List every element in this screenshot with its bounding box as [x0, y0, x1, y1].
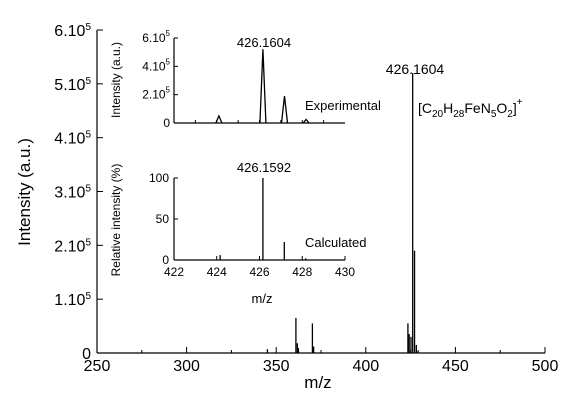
- formula-part: H: [443, 100, 453, 116]
- main-y-tick-label: 4.105: [54, 130, 91, 148]
- main-y-tick-label: 1.105: [54, 291, 91, 309]
- main-y-tick-label-exp: 5: [85, 291, 91, 302]
- main-y-tick-label-base: 0: [82, 346, 91, 363]
- formula-charge: +: [517, 97, 523, 108]
- inset1-y-tick-label-base: 4.10: [142, 59, 166, 73]
- formula-sub: 28: [453, 109, 465, 120]
- inset2-series-label: Calculated: [305, 235, 366, 250]
- main-y-tick-label: 6.105: [54, 22, 91, 40]
- main-y-tick-label-base: 6.10: [54, 23, 85, 40]
- inset1-y-tick-label-exp: 5: [166, 29, 171, 38]
- main-y-tick-label-exp: 5: [85, 130, 91, 141]
- inset2-x-tick-label: 424: [207, 265, 227, 279]
- formula-part: ]: [513, 100, 517, 116]
- main-y-tick-label: 0: [82, 346, 91, 363]
- inset1-y-tick-label: 0: [163, 116, 170, 130]
- inset1-peaks: [215, 49, 310, 124]
- inset1-peak-label: 426.1604: [237, 35, 291, 50]
- main-x-tick-label: 250: [84, 358, 111, 375]
- inset2-x-label: m/z: [252, 291, 273, 306]
- formula-part: [C: [418, 100, 432, 116]
- inset1-y-tick-label-base: 0: [163, 116, 170, 130]
- inset1-y-tick-label-base: 2.10: [142, 88, 166, 102]
- main-x-tick-label: 450: [442, 358, 469, 375]
- inset1-peak: [215, 114, 223, 124]
- main-x-tick-label: 500: [532, 358, 559, 375]
- main-y-tick-label-exp: 5: [85, 184, 91, 195]
- main-x-tick-label: 400: [352, 358, 379, 375]
- main-y-tick-label-base: 2.10: [54, 238, 85, 255]
- inset1-y-tick-label-exp: 5: [166, 57, 171, 66]
- main-y-tick-label-base: 1.10: [54, 292, 85, 309]
- inset1-y-tick-label-exp: 5: [166, 86, 171, 95]
- inset2-x-tick-label: 426: [249, 265, 269, 279]
- main-y-tick-label-exp: 5: [85, 76, 91, 87]
- formula-part: FeN: [464, 100, 490, 116]
- inset2-peak-label: 426.1592: [237, 160, 291, 175]
- inset1-series-label: Experimental: [305, 98, 381, 113]
- inset1-peak: [280, 96, 289, 124]
- inset1-y-tick-label: 6.105: [142, 29, 170, 45]
- inset2-y-tick-label: 50: [156, 212, 170, 226]
- main-y-tick-label-exp: 5: [85, 237, 91, 248]
- formula-label: [C20H28FeN5O2]+: [418, 97, 523, 120]
- formula-sub: 20: [432, 109, 444, 120]
- main-y-tick-label-base: 5.10: [54, 77, 85, 94]
- main-x-label: m/z: [304, 373, 331, 392]
- main-y-tick-label-base: 4.10: [54, 131, 85, 148]
- inset-calculated: 0 50 100 422 424 426 428 430 Relative intensit…: [109, 160, 366, 306]
- main-y-tick-label: 5.105: [54, 76, 91, 94]
- inset2-x-ticks: 422 424 426 428 430: [164, 256, 355, 279]
- main-peaks: [266, 73, 419, 353]
- inset2-y-ticks: 0 50 100: [149, 171, 178, 267]
- inset2-x-tick-label: 430: [335, 265, 355, 279]
- inset1-peak: [302, 118, 310, 124]
- inset1-y-tick-label-base: 6.10: [142, 31, 166, 45]
- inset2-y-tick-label: 100: [149, 171, 169, 185]
- main-y-tick-label-base: 3.10: [54, 185, 85, 202]
- main-x-tick-label: 350: [263, 358, 290, 375]
- main-x-ticks: 250 300 350 400 450 500: [84, 347, 559, 375]
- main-x-tick-label: 300: [173, 358, 200, 375]
- inset2-y-tick-label: 0: [162, 253, 169, 267]
- main-y-tick-label: 3.105: [54, 184, 91, 202]
- formula-sub: 5: [491, 109, 497, 120]
- inset2-peaks: [219, 178, 307, 260]
- inset2-x-tick-label: 422: [164, 265, 184, 279]
- formula-sub: 2: [507, 109, 513, 120]
- inset1-y-tick-label: 2.105: [142, 86, 170, 102]
- main-y-tick-label-exp: 5: [85, 22, 91, 33]
- main-peak-label: 426.1604: [386, 61, 445, 77]
- inset2-y-label: Relative intensity (%): [109, 164, 123, 277]
- main-y-tick-label: 2.105: [54, 237, 91, 255]
- inset1-peak: [259, 49, 267, 124]
- inset2-x-tick-label: 428: [292, 265, 312, 279]
- main-y-label: Intensity (a.u.): [15, 138, 34, 246]
- inset1-y-tick-label: 4.105: [142, 57, 170, 73]
- formula-part: O: [496, 100, 507, 116]
- inset1-y-label: Intensity (a.u.): [109, 42, 123, 118]
